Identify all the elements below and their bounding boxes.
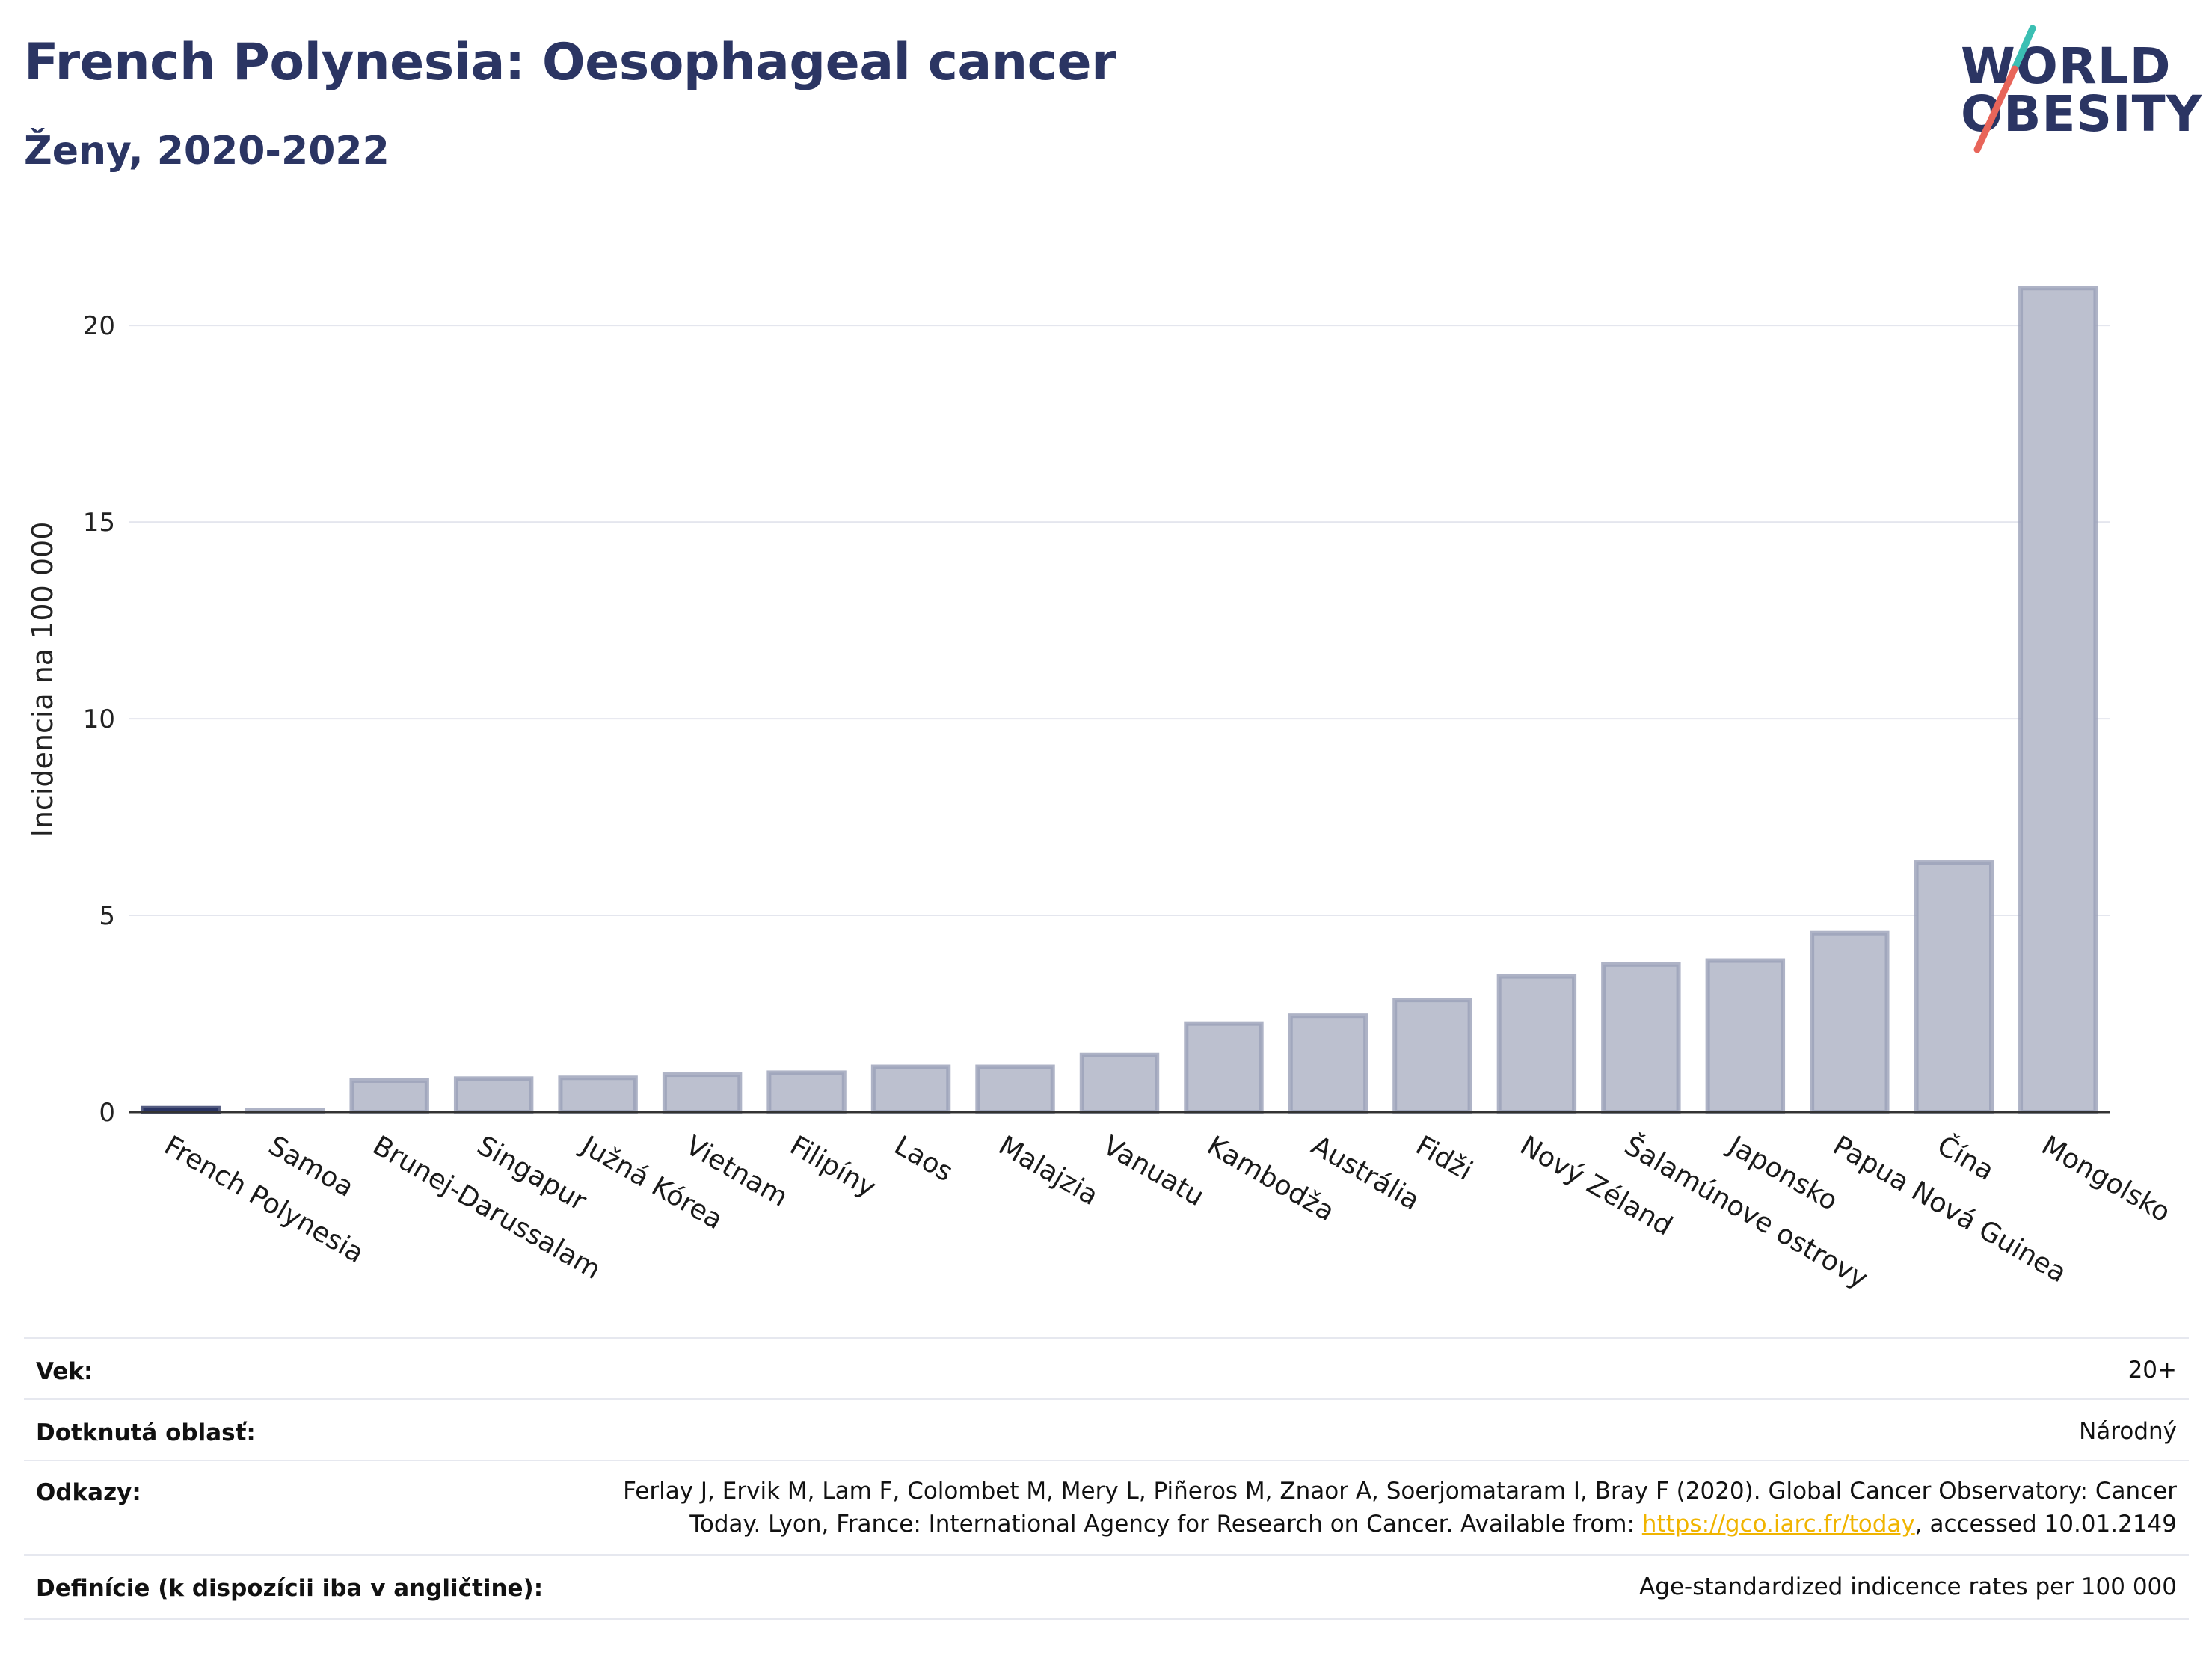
bar <box>453 1076 534 1115</box>
bar <box>662 1072 743 1115</box>
y-axis-label: Incidencia na 100 000 <box>26 522 59 838</box>
y-tick-label: 10 <box>83 704 115 734</box>
age-value: 20+ <box>2127 1357 2177 1384</box>
x-tick-label: Vanuatu <box>1098 1130 1209 1212</box>
bar <box>1392 998 1472 1115</box>
x-tick-label: Laos <box>889 1130 958 1188</box>
y-tick-label: 15 <box>83 508 115 538</box>
bar <box>1914 860 1994 1114</box>
info-row-area: Dotknutá oblasť: Národný <box>24 1398 2189 1461</box>
x-tick-label: Filipíny <box>784 1130 881 1203</box>
bar <box>2018 286 2098 1114</box>
bar <box>1810 930 1890 1114</box>
world-obesity-logo: WORLD OBESITY <box>1952 22 2202 157</box>
references-value: Ferlay J, Ervik M, Lam F, Colombet M, Me… <box>623 1475 2177 1541</box>
x-tick-label: Fidži <box>1410 1130 1478 1186</box>
chart-title: French Polynesia: Oesophageal cancer <box>24 33 1116 92</box>
bar <box>766 1070 847 1114</box>
area-label: Dotknutá oblasť: <box>36 1419 256 1446</box>
x-tick-label: Malajzia <box>993 1130 1103 1212</box>
bar <box>975 1064 1055 1115</box>
bar <box>1601 962 1681 1114</box>
references-line-2-text: Today. Lyon, France: International Agenc… <box>689 1511 1642 1538</box>
info-table: Vek: 20+ Dotknutá oblasť: Národný Odkazy… <box>24 1337 2189 1621</box>
references-label: Odkazy: <box>36 1479 141 1506</box>
info-row-definitions: Definície (k dispozícii iba v angličtine… <box>24 1554 2189 1620</box>
age-label: Vek: <box>36 1358 93 1385</box>
bar <box>1288 1013 1368 1114</box>
bar <box>1705 958 1786 1115</box>
area-value: Národný <box>2079 1418 2177 1445</box>
x-tick-label: Mongolsko <box>2036 1130 2175 1228</box>
references-line-2: Today. Lyon, France: International Agenc… <box>623 1508 2177 1541</box>
definitions-value: Age-standardized indicence rates per 100… <box>1639 1573 2177 1600</box>
y-tick-label: 0 <box>99 1098 115 1128</box>
bar <box>1079 1052 1160 1114</box>
bar <box>870 1064 951 1115</box>
y-tick-label: 20 <box>83 311 115 341</box>
references-line-1: Ferlay J, Ervik M, Lam F, Colombet M, Me… <box>623 1478 2177 1505</box>
logo-slash-icon <box>1973 25 2036 153</box>
info-row-age: Vek: 20+ <box>24 1337 2189 1400</box>
bar-chart: 0 5 10 15 20 Incidencia na 100 000 French Poly… <box>26 286 2175 1295</box>
bar <box>558 1075 638 1114</box>
info-row-references: Odkazy: Ferlay J, Ervik M, Lam F, Colomb… <box>24 1460 2189 1556</box>
bar <box>1496 974 1577 1115</box>
x-tick-label: French Polynesia <box>159 1130 369 1269</box>
definitions-label: Definície (k dispozícii iba v angličtine… <box>36 1575 544 1602</box>
bar <box>349 1078 429 1114</box>
gco-link[interactable]: https://gco.iarc.fr/today <box>1641 1511 1915 1538</box>
x-tick-label: Čína <box>1932 1130 1999 1187</box>
references-accessed: , accessed 10.01.2149 <box>1914 1511 2177 1538</box>
logo-word-world: WORLD <box>1961 37 2172 95</box>
y-tick-label: 5 <box>99 901 115 931</box>
chart-subtitle: Ženy, 2020-2022 <box>24 129 390 174</box>
bar <box>1184 1021 1264 1114</box>
